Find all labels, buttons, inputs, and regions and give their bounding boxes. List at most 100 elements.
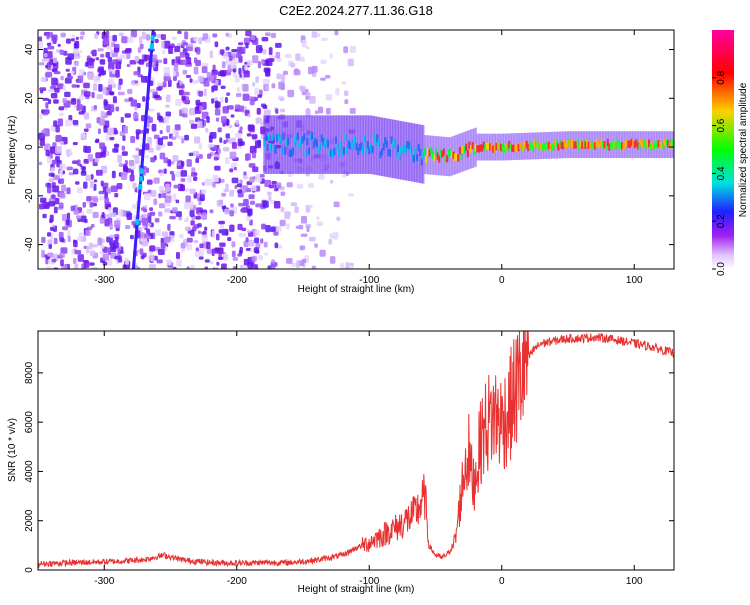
heatmap-signal-core: [285, 138, 288, 147]
heatmap-signal-core: [349, 142, 352, 150]
heatmap-signal-core: [320, 134, 323, 142]
heatmap-signal-halo: [331, 115, 334, 174]
heatmap-noise-cell: [186, 243, 193, 251]
heatmap-noise-cell: [99, 250, 104, 255]
heatmap-noise-cell: [316, 221, 324, 226]
heatmap-noise-cell: [181, 95, 186, 101]
heatmap-noise-cell: [99, 59, 106, 65]
heatmap-noise-cell: [212, 181, 216, 187]
heatmap-noise-cell: [129, 174, 135, 182]
heatmap-signal-core: [314, 138, 317, 146]
heatmap-signal-core: [290, 149, 293, 157]
heatmap-noise-cell: [188, 107, 196, 116]
heatmap-signal-halo: [279, 115, 282, 174]
heatmap-noise-cell: [51, 194, 56, 199]
heatmap-noise-cell: [60, 32, 66, 38]
heatmap-noise-cell: [206, 241, 211, 249]
heatmap-noise-cell: [53, 206, 58, 214]
heatmap-noise-cell: [251, 134, 258, 139]
heatmap-signal-core: [670, 142, 673, 150]
heatmap-noise-cell: [215, 117, 220, 122]
heatmap-noise-cell: [40, 76, 47, 83]
heatmap-signal-halo: [301, 115, 304, 174]
heatmap-noise-cell: [42, 97, 49, 101]
heatmap-noise-cell: [255, 117, 259, 125]
heatmap-noise-cell: [222, 106, 229, 114]
spectrogram-xlabel: Height of straight line (km): [298, 284, 415, 295]
heatmap-noise-cell: [146, 235, 151, 239]
heatmap-signal-core: [578, 143, 581, 151]
heatmap-noise-cell: [255, 45, 263, 54]
heatmap-noise-cell: [242, 84, 249, 92]
heatmap-noise-cell: [41, 109, 45, 114]
heatmap-signal-core: [485, 142, 489, 151]
heatmap-noise-cell: [86, 195, 92, 202]
heatmap-noise-cell: [232, 266, 238, 269]
heatmap-signal-core: [603, 141, 606, 149]
heatmap-signal-core: [484, 143, 487, 152]
heatmap-noise-cell: [72, 142, 78, 146]
heatmap-noise-cell: [109, 136, 115, 141]
spectrogram-xtick-label: -100: [359, 275, 379, 286]
heatmap-noise-cell: [132, 182, 137, 189]
heatmap-noise-cell: [112, 34, 117, 42]
heatmap-noise-cell: [72, 168, 79, 175]
heatmap-noise-cell: [58, 231, 64, 239]
heatmap-noise-cell: [175, 99, 182, 106]
heatmap-noise-cell: [268, 184, 275, 189]
heatmap-noise-cell: [75, 84, 80, 88]
heatmap-noise-cell: [39, 197, 47, 203]
heatmap-noise-cell: [129, 60, 137, 65]
heatmap-noise-cell: [197, 223, 202, 228]
heatmap-noise-cell: [156, 259, 163, 264]
heatmap-signal-core: [328, 148, 331, 157]
heatmap-noise-cell: [61, 184, 67, 192]
heatmap-noise-cell: [349, 108, 356, 114]
heatmap-signal-core: [549, 143, 552, 151]
heatmap-signal-core: [609, 142, 613, 150]
snr-xtick-label: -300: [94, 576, 114, 587]
heatmap-noise-cell: [181, 138, 185, 144]
heatmap-noise-cell: [156, 82, 164, 86]
heatmap-noise-cell: [232, 59, 239, 64]
heatmap-noise-cell: [190, 172, 198, 177]
heatmap-signal-core: [632, 139, 635, 147]
heatmap-signal-core: [361, 146, 365, 154]
heatmap-noise-cell: [201, 66, 208, 74]
heatmap-signal-core: [468, 141, 471, 149]
heatmap-noise-cell: [174, 131, 179, 138]
heatmap-noise-cell: [198, 256, 204, 260]
heatmap-noise-cell: [280, 191, 286, 197]
heatmap-signal-core: [452, 151, 455, 159]
heatmap-noise-cell: [111, 52, 118, 58]
heatmap-signal-core: [318, 143, 322, 151]
heatmap-noise-cell: [276, 182, 282, 190]
heatmap-signal-core: [501, 143, 504, 151]
heatmap-noise-cell: [47, 98, 52, 105]
heatmap-noise-cell: [154, 229, 161, 237]
heatmap-noise-cell: [197, 75, 204, 83]
heatmap-signal-core: [558, 140, 562, 148]
heatmap-noise-cell: [38, 36, 43, 43]
heatmap-signal-core: [347, 140, 350, 148]
heatmap-noise-cell: [250, 35, 256, 41]
heatmap-noise-cell: [203, 88, 207, 97]
heatmap-signal-core: [474, 144, 477, 152]
heatmap-signal-core: [595, 140, 598, 148]
heatmap-signal-core: [444, 155, 447, 163]
heatmap-signal-core: [668, 139, 671, 147]
heatmap-noise-cell: [39, 87, 47, 91]
heatmap-noise-cell: [64, 91, 71, 98]
heatmap-noise-cell: [343, 46, 349, 54]
heatmap-noise-cell: [235, 93, 242, 97]
heatmap-noise-cell: [117, 154, 123, 163]
heatmap-noise-cell: [243, 240, 249, 248]
heatmap-signal-core: [500, 143, 503, 152]
heatmap-noise-cell: [99, 142, 106, 149]
heatmap-signal-core: [322, 137, 325, 146]
heatmap-noise-cell: [118, 32, 124, 37]
heatmap-noise-cell: [77, 75, 84, 84]
heatmap-noise-cell: [275, 51, 281, 59]
heatmap-noise-cell: [247, 124, 255, 132]
